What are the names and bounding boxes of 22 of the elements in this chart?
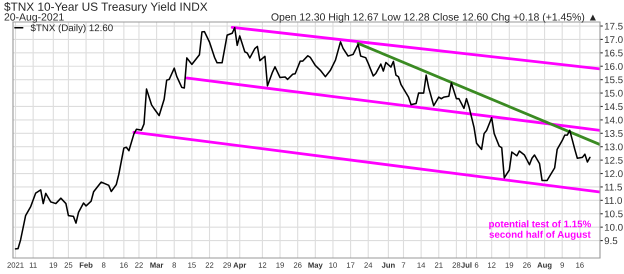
- y-tick-label: 16.5: [604, 50, 623, 56]
- chart-title: $TNX 10-Year US Treasury Yield INDX: [4, 2, 208, 14]
- y-tick-label: 10.5: [604, 210, 623, 218]
- y-tick-label: 9.5: [604, 237, 618, 244]
- y-tick-label: 14.5: [604, 103, 623, 110]
- y-tick-label: 17.0: [604, 36, 623, 44]
- legend-label: $TNX (Daily) 12.60: [30, 24, 113, 34]
- y-tick-label: 12.0: [604, 170, 623, 178]
- y-tick-label: 16.0: [604, 62, 623, 70]
- y-tick-label: 12.5: [604, 156, 623, 164]
- y-tick-label: 11.5: [604, 184, 622, 191]
- chart-subtitle: 20-Aug-2021: [4, 13, 64, 23]
- y-tick-label: 13.5: [604, 130, 623, 137]
- y-tick-label: 17.5: [604, 22, 623, 30]
- annotation: potential test of 1.15% second half of August: [489, 220, 591, 240]
- annotation: Open 12.30 High 12.67 Low 12.28 Close 12.60 Chg +0.18 (+1.45%) ▲: [271, 13, 596, 23]
- y-tick-label: 15.5: [604, 76, 623, 84]
- y-tick-label: 13.0: [604, 143, 623, 150]
- y-tick-label: 11.0: [604, 197, 622, 204]
- y-tick-label: 10.0: [604, 224, 623, 231]
- y-tick-label: 14.0: [604, 116, 623, 124]
- y-tick-label: 15.0: [604, 90, 623, 97]
